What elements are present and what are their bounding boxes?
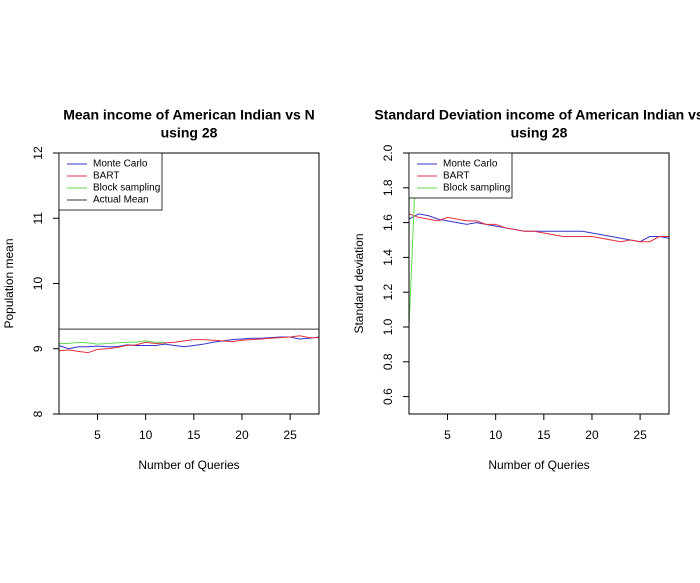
plot-area <box>409 153 669 328</box>
y-tick-label: 8 <box>31 410 45 417</box>
series-line <box>59 340 165 345</box>
y-tick-label: 0.8 <box>381 353 395 370</box>
legend-label: BART <box>93 171 120 182</box>
y-tick-label: 1.0 <box>381 318 395 335</box>
plot-frame <box>408 152 670 415</box>
series-line <box>409 213 669 243</box>
y-tick-label: 1.4 <box>381 249 395 266</box>
chart-title: using 28 <box>161 125 218 141</box>
x-tick-label: 15 <box>537 428 551 442</box>
y-tick-label: 10 <box>31 277 45 291</box>
y-tick-label: 11 <box>31 212 45 225</box>
legend-label: Monte Carlo <box>443 159 498 170</box>
x-axis-label: Number of Queries <box>138 458 239 472</box>
series-line <box>409 213 669 243</box>
x-tick-label: 20 <box>585 428 599 442</box>
x-tick-label: 15 <box>187 428 201 442</box>
y-tick-label: 1.2 <box>381 284 395 301</box>
chart: Mean income of American Indian vs N using… <box>2 107 320 472</box>
x-tick-label: 25 <box>633 428 647 442</box>
y-tick-label: 2.0 <box>381 144 395 161</box>
y-tick-label: 1.8 <box>381 179 395 196</box>
y-tick-label: 9 <box>31 345 45 352</box>
series-line <box>59 335 319 354</box>
x-tick-label: 10 <box>139 428 153 442</box>
chart-title: using 28 <box>511 125 568 141</box>
y-tick-label: 12 <box>31 146 45 160</box>
legend-label: BART <box>443 171 470 182</box>
plot-frame <box>58 152 320 415</box>
x-tick-label: 25 <box>283 428 297 442</box>
x-axis-label: Number of Queries <box>488 458 589 472</box>
legend-label: Block sampling <box>93 183 160 194</box>
legend-label: Monte Carlo <box>93 159 148 170</box>
y-axis-label: Population mean <box>2 238 16 328</box>
x-tick-label: 10 <box>489 428 503 442</box>
x-tick-label: 5 <box>444 428 451 442</box>
y-tick-label: 1.6 <box>381 214 395 231</box>
series-line <box>409 153 417 328</box>
legend-label: Block sampling <box>443 183 510 194</box>
series-line <box>59 336 319 350</box>
y-tick-label: 0.6 <box>381 388 395 405</box>
plot-area <box>59 328 319 354</box>
y-axis-label: Standard deviation <box>352 233 366 333</box>
chart: Standard Deviation income of American In… <box>352 107 700 472</box>
chart-title: Standard Deviation income of American In… <box>374 107 700 123</box>
x-tick-label: 20 <box>235 428 249 442</box>
x-tick-label: 5 <box>94 428 101 442</box>
legend-label: Actual Mean <box>93 195 149 206</box>
chart-title: Mean income of American Indian vs N <box>63 107 315 123</box>
